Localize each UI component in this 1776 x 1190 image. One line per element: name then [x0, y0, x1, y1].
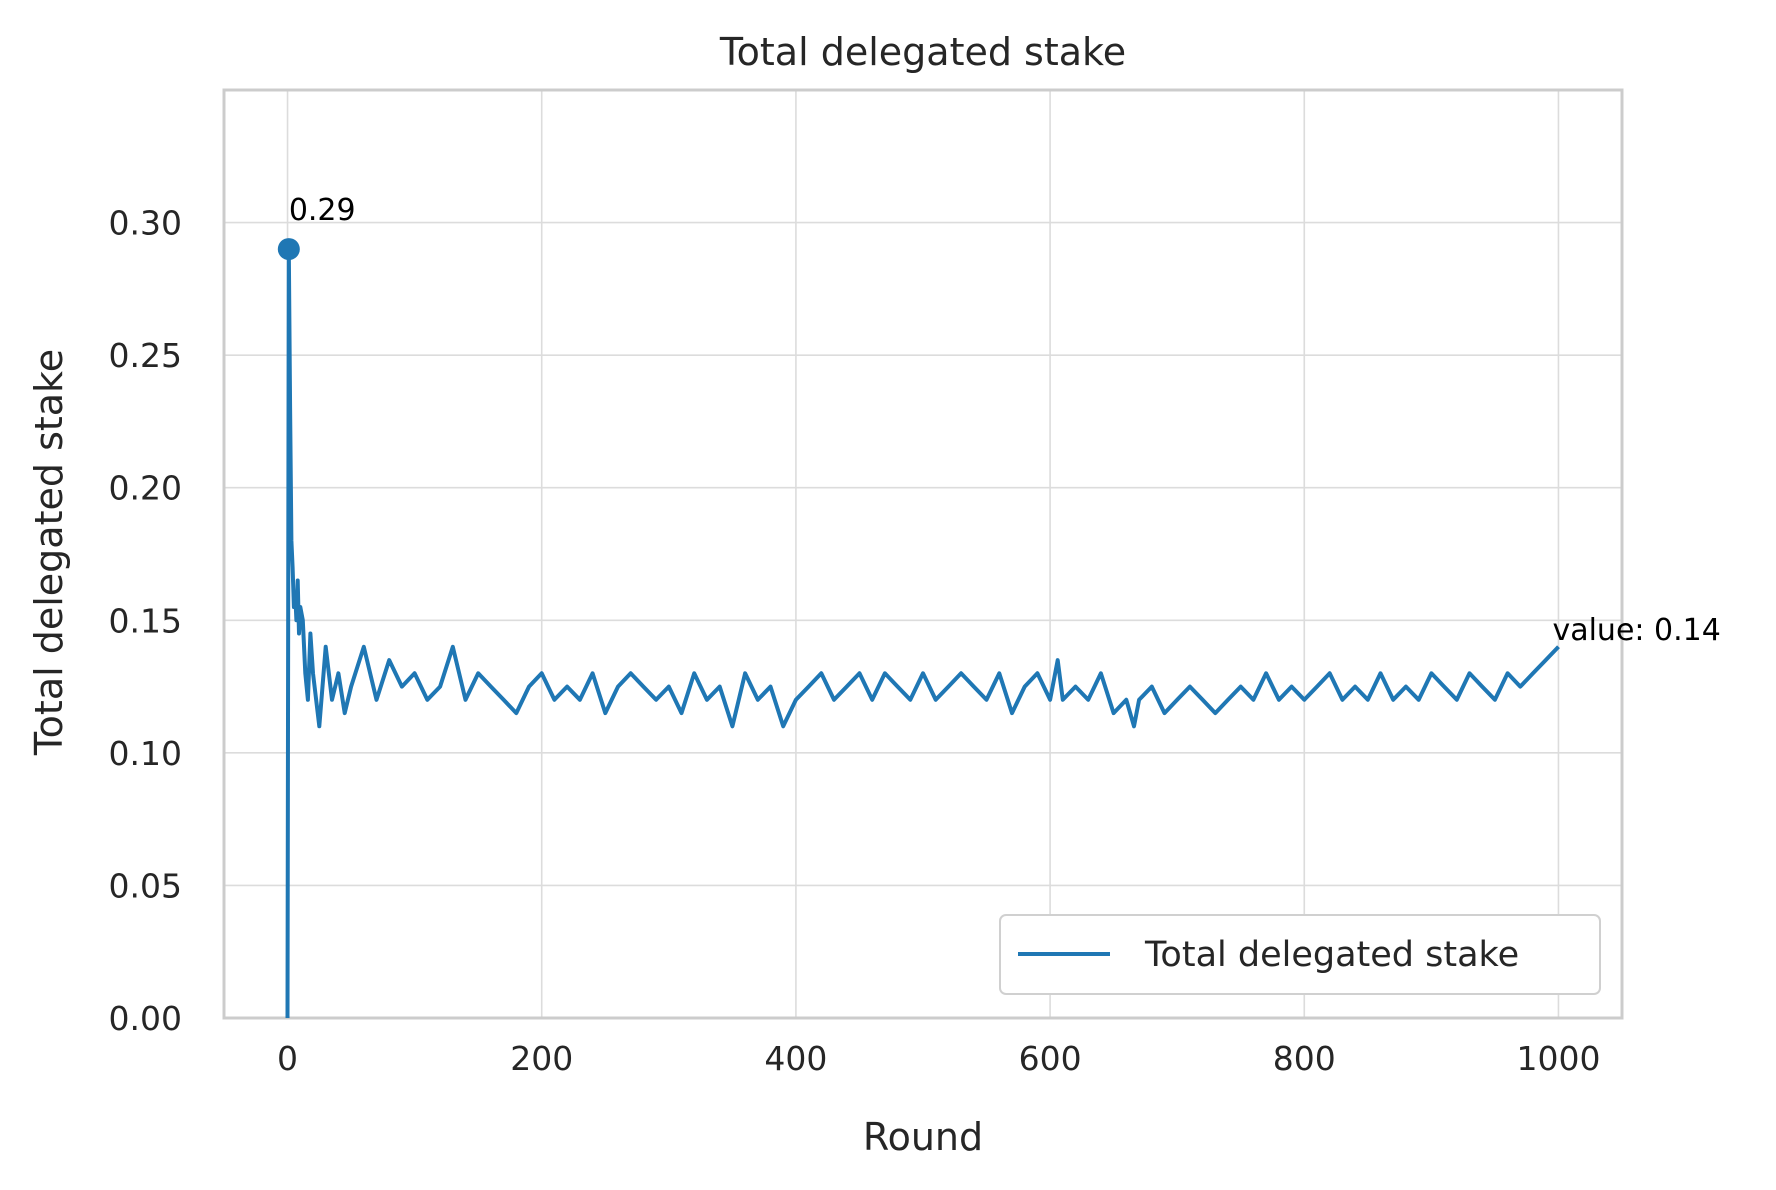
- tick-labels: 0 200 400 600 800 1000 0.00 0.05 0.10 0.15 0.20 0.2…: [109, 204, 1601, 1078]
- plot-border: [222, 88, 1624, 1020]
- x-tick-label: 1000: [1516, 1039, 1600, 1078]
- x-tick-label: 800: [1273, 1039, 1336, 1078]
- x-tick-label: 200: [510, 1039, 573, 1078]
- legend-label: Total delegated stake: [1144, 935, 1519, 975]
- peak-marker: [277, 238, 300, 261]
- x-tick-label: 0: [277, 1039, 298, 1078]
- y-axis-title: Total delegated stake: [27, 349, 71, 756]
- y-tick-label: 0.00: [109, 999, 182, 1038]
- plot-frame: [222, 88, 1624, 1020]
- peak-annotation: 0.29: [289, 193, 356, 228]
- grid: [224, 90, 1622, 1019]
- y-tick-label: 0.05: [109, 866, 182, 905]
- y-tick-label: 0.25: [109, 336, 182, 375]
- x-tick-label: 400: [764, 1039, 827, 1078]
- y-tick-label: 0.15: [109, 601, 182, 640]
- y-tick-label: 0.20: [109, 469, 182, 508]
- y-tick-label: 0.30: [109, 204, 182, 243]
- annotations: 0.29 value: 0.14: [277, 193, 1721, 648]
- y-tick-label: 0.10: [109, 734, 182, 773]
- legend-box: [999, 914, 1601, 995]
- chart-title: Total delegated stake: [719, 30, 1126, 74]
- x-tick-label: 600: [1019, 1039, 1082, 1078]
- series-layer: [285, 247, 1560, 1019]
- x-axis-title: Round: [863, 1115, 983, 1159]
- legend: Total delegated stake: [999, 914, 1601, 995]
- last-value-annotation: value: 0.14: [1552, 613, 1720, 648]
- series-line: [285, 247, 1560, 1019]
